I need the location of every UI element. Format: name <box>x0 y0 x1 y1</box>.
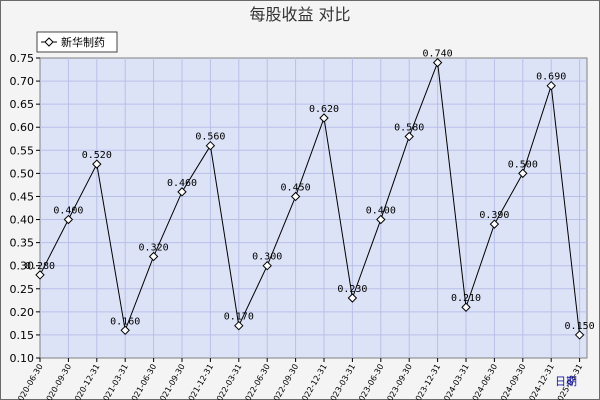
data-point-marker[interactable] <box>92 159 102 169</box>
x-tick-label: 2023-12-31 <box>411 363 442 400</box>
data-point-marker[interactable] <box>404 131 414 142</box>
data-label: 0.460 <box>167 178 197 189</box>
data-point-marker[interactable] <box>290 191 301 202</box>
x-tick-label: 2024-09-30 <box>496 363 527 400</box>
x-tick-label: 2024-06-30 <box>468 363 499 400</box>
y-tick-label: 0.25 <box>10 283 35 296</box>
data-point-marker[interactable] <box>489 219 500 229</box>
x-tick-label: 2022-12-31 <box>298 363 329 400</box>
legend-marker-icon <box>44 37 54 47</box>
data-point-marker[interactable] <box>432 57 443 68</box>
data-label: 0.280 <box>25 261 55 272</box>
y-tick-label: 0.30 <box>10 260 35 273</box>
data-point-marker[interactable] <box>546 80 556 91</box>
x-tick-label: 2024-12-31 <box>525 363 556 400</box>
y-axis: 0.10 0.15 0.20 0.25 0.30 0.35 0.40 0.45 0.50 0.55… <box>10 52 40 365</box>
x-tick-label: 2021-09-30 <box>156 363 187 400</box>
data-label: 0.580 <box>394 122 424 133</box>
data-label: 0.400 <box>53 206 83 217</box>
data-label: 0.620 <box>309 104 339 115</box>
data-point-marker[interactable] <box>234 320 244 331</box>
x-tick-label: 2022-06-30 <box>241 363 272 400</box>
x-tick-label: 2020-06-30 <box>14 363 45 400</box>
data-label: 0.320 <box>139 242 169 253</box>
data-point-marker[interactable] <box>148 251 159 262</box>
data-point-marker[interactable] <box>518 168 528 179</box>
data-point-marker[interactable] <box>262 260 272 271</box>
x-tick-label: 2020-12-31 <box>70 363 101 400</box>
x-tick-label: 2022-09-30 <box>269 363 300 400</box>
data-point-marker[interactable] <box>120 325 130 336</box>
y-tick-label: 0.75 <box>10 52 35 65</box>
data-point-marker[interactable] <box>319 113 329 123</box>
data-label: 0.210 <box>451 293 481 304</box>
data-point-marker[interactable] <box>177 187 187 197</box>
y-tick-label: 0.60 <box>10 121 35 134</box>
y-tick-label: 0.55 <box>10 144 35 157</box>
data-label: 0.560 <box>195 132 225 143</box>
legend-label: 新华制药 <box>61 35 105 49</box>
x-tick-label: 2024-03-31 <box>440 363 471 400</box>
y-tick-label: 0.35 <box>10 237 35 250</box>
data-label: 0.690 <box>536 72 566 83</box>
y-tick-label: 0.40 <box>10 214 35 227</box>
x-tick-label: 2023-03-31 <box>326 363 357 400</box>
x-tick-label: 2021-03-31 <box>99 363 130 400</box>
data-label: 0.170 <box>224 312 254 323</box>
data-point-marker[interactable] <box>347 293 358 303</box>
data-label: 0.400 <box>366 206 396 217</box>
y-tick-label: 0.65 <box>10 98 35 111</box>
x-axis-label: 日期 <box>555 375 577 388</box>
data-point-marker[interactable] <box>63 214 74 225</box>
x-tick-label: 2023-09-30 <box>383 363 414 400</box>
data-label: 0.450 <box>281 182 311 193</box>
x-tick-label: 2020-09-30 <box>42 363 73 400</box>
y-tick-label: 0.70 <box>10 75 35 88</box>
data-label: 0.740 <box>423 49 453 60</box>
y-tick-label: 0.20 <box>10 306 35 319</box>
data-label: 0.300 <box>252 252 282 263</box>
y-tick-label: 0.50 <box>10 167 35 180</box>
data-label: 0.160 <box>110 316 140 327</box>
y-tick-label: 0.45 <box>10 190 35 203</box>
data-point-marker[interactable] <box>461 302 471 312</box>
series-line <box>39 62 581 335</box>
data-label: 0.390 <box>479 210 509 221</box>
plot-area <box>39 57 588 359</box>
x-axis: 2020-06-302020-09-302020-12-312021-03-31… <box>14 358 584 400</box>
data-point-marker[interactable] <box>574 330 585 340</box>
data-point-marker[interactable] <box>205 140 216 151</box>
series-group: 0.280 0.400 0.520 0.160 0.320 0.460 0.560 0.170… <box>25 49 595 340</box>
data-label: 0.150 <box>565 321 595 332</box>
x-tick-label: 2023-06-30 <box>354 363 385 400</box>
data-label: 0.500 <box>508 159 538 170</box>
legend-box <box>36 31 118 53</box>
x-tick-label: 2021-12-31 <box>184 363 215 400</box>
legend[interactable]: 新华制药 <box>36 31 118 53</box>
grid-lines <box>40 58 587 358</box>
data-point-marker[interactable] <box>35 270 45 280</box>
data-point-marker[interactable] <box>376 214 386 225</box>
data-label: 0.520 <box>82 150 112 161</box>
x-tick-label: 2022-03-31 <box>212 363 243 400</box>
y-tick-label: 0.15 <box>10 329 35 342</box>
y-tick-label: 0.10 <box>10 352 35 365</box>
data-label: 0.230 <box>337 284 367 295</box>
x-tick-label: 2021-06-30 <box>127 363 158 400</box>
chart-title: 每股收益 对比 <box>249 5 350 24</box>
